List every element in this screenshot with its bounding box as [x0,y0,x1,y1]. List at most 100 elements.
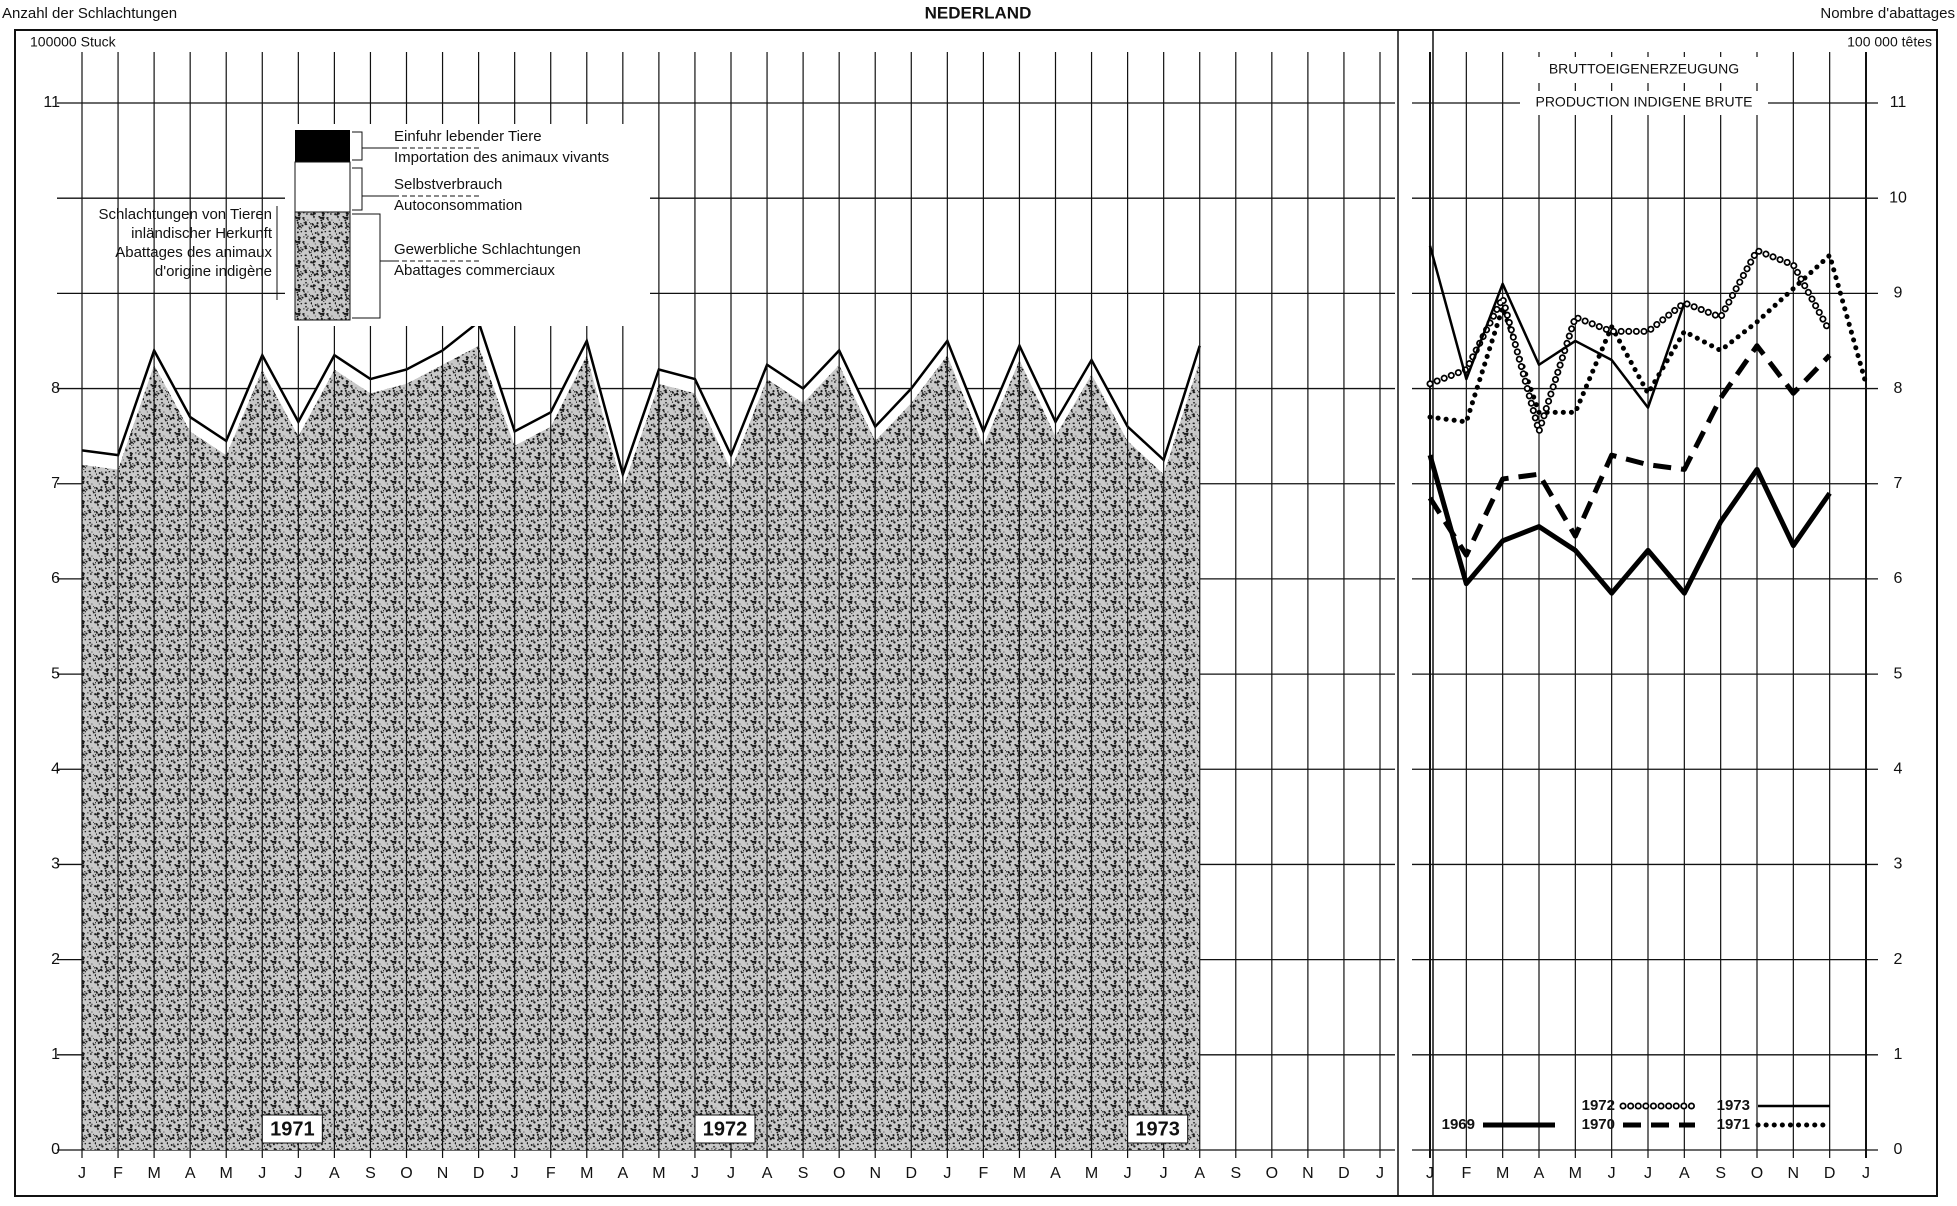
x-tick-label: F [978,1165,988,1182]
frame [14,29,1938,1197]
x-tick-label: M [1013,1165,1026,1182]
x-tick-label: F [113,1165,123,1182]
x-tick-label: M [220,1165,233,1182]
unit-label-left: 100000 Stuck [30,34,117,50]
swatch-commercial [294,211,351,321]
x-tick-label: O [1751,1165,1763,1182]
area-commercial [82,345,1200,1150]
x-tick-label: M [580,1165,593,1182]
y-tick-label: 11 [1890,94,1907,111]
x-tick-label: M [1496,1165,1509,1182]
x-tick-label: J [1426,1165,1434,1182]
year-box [261,1114,323,1144]
legend-bracket [352,131,394,319]
x-tick-label: J [78,1165,86,1182]
legend-label: 1971 [1717,1116,1750,1133]
x-tick-label: J [1160,1165,1168,1182]
legend-text: Abattages commerciaux [394,262,555,279]
year-box [694,1114,756,1144]
y-tick-label: 0 [1894,1141,1903,1158]
x-tick-label: A [762,1165,773,1182]
x-tick-label: M [652,1165,665,1182]
x-tick-label: O [1266,1165,1278,1182]
x-tick-label: A [1534,1165,1545,1182]
left-panel: 0 1 2 3 4 5 6 7 8 11 J F M A M J J A S O N D J F M A M J J A S O N D J F M A M… [43,30,1399,1196]
legend-text: Einfuhr lebender Tiere [394,128,542,145]
series-line [1427,343,1832,558]
x-tick-label: J [691,1165,699,1182]
series-line-inner [1428,248,1832,434]
header-left: Anzahl der Schlachtungen [2,5,177,22]
x-tick-label: F [546,1165,556,1182]
year-label: 1972 [703,1118,748,1140]
legend-label: 1970 [1582,1116,1615,1133]
y-tick-label: 2 [51,951,60,968]
legend-group: d'origine indigène [155,263,272,280]
subtitle-bg [1520,91,1768,115]
y-tick-label: 0 [51,1141,60,1158]
y-tick-label: 1 [51,1046,60,1063]
x-tick-label: J [258,1165,266,1182]
x-tick-label: O [833,1165,845,1182]
x-tick-label: J [1124,1165,1132,1182]
header-title: NEDERLAND [925,3,1032,22]
x-tick-label: M [1569,1165,1582,1182]
x-tick-label: A [185,1165,196,1182]
x-tick-label: S [365,1165,376,1182]
x-tick-label: A [1679,1165,1690,1182]
x-tick-label: J [727,1165,735,1182]
chart-title: BRUTTOEIGENERZEUGUNG [1549,61,1739,77]
x-tick-label: D [905,1165,917,1182]
series-line [1427,454,1832,596]
x-tick-label: J [1644,1165,1652,1182]
x-tick-label: J [1862,1165,1870,1182]
legend-text: Selbstverbrauch [394,176,502,193]
x-tick-label: S [1715,1165,1726,1182]
x-tick-label: D [1338,1165,1350,1182]
line-total [81,319,1201,479]
y-tick-label: 4 [51,760,60,777]
year-box [1127,1114,1189,1144]
y-tick-label: 3 [51,856,60,873]
x-tick-label: S [1230,1165,1241,1182]
legend-label: 1969 [1442,1116,1475,1133]
legend-group: Abattages des animaux [115,244,272,261]
y-tick-label: 5 [51,665,60,682]
x-tick-label: J [1376,1165,1384,1182]
y-tick-label: 10 [1889,189,1907,206]
header-right: Nombre d'abattages [1820,5,1955,22]
legend-text: Gewerbliche Schlachtungen [394,241,581,258]
x-tick-label: A [617,1165,628,1182]
x-tick-label: F [1461,1165,1471,1182]
x-tick-label: A [329,1165,340,1182]
series-line [1427,252,1869,425]
legend-label: 1973 [1717,1097,1750,1114]
x-tick-label: J [511,1165,519,1182]
y-tick-label: 9 [1894,285,1903,302]
chart-subtitle: PRODUCTION INDIGENE BRUTE [1535,94,1752,110]
x-tick-label: M [147,1165,160,1182]
y-tick-label: 2 [1894,951,1903,968]
x-tick-label: O [400,1165,412,1182]
y-tick-label: 1 [1894,1046,1903,1063]
x-tick-label: J [943,1165,951,1182]
y-tick-label: 6 [1894,570,1903,587]
y-tick-label: 7 [1894,475,1903,492]
x-tick-label: S [798,1165,809,1182]
y-tick-label: 11 [43,94,60,111]
x-tick-label: D [473,1165,485,1182]
legend-label: 1972 [1582,1097,1615,1114]
year-label: 1973 [1135,1118,1180,1140]
x-tick-label: N [437,1165,449,1182]
y-tick-label: 8 [51,380,60,397]
x-tick-label: J [294,1165,302,1182]
swatch-import [295,130,350,162]
y-tick-label: 7 [51,475,60,492]
x-tick-label: M [1085,1165,1098,1182]
right-panel: 0 1 2 3 4 5 6 7 8 9 10 11 J F M A M J J A S O N D J BRUTTOEIGENER… [1412,30,1907,1196]
legend-group: Schlachtungen von Tieren [99,206,272,223]
x-tick-label: N [1788,1165,1800,1182]
y-tick-label: 6 [51,570,60,587]
y-tick-label: 3 [1894,856,1903,873]
